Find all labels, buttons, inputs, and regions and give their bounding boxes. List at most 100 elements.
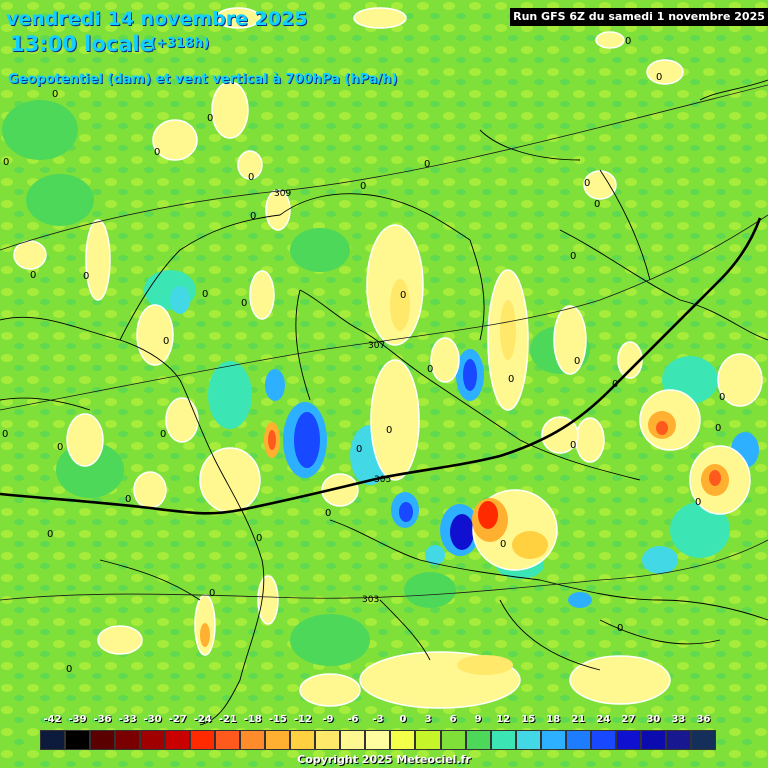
- legend-tick: 33: [671, 714, 686, 725]
- legend-swatch: [640, 730, 666, 750]
- legend-swatch: [65, 730, 91, 750]
- contour-labels: 309 307 305 303: [274, 189, 391, 605]
- color-legend: [40, 730, 716, 750]
- zero-label: 0: [202, 289, 208, 300]
- zero-label: 0: [594, 199, 600, 210]
- legend-tick: 0: [399, 714, 407, 725]
- zero-label: 0: [360, 181, 366, 192]
- legend-tick: -3: [372, 714, 384, 725]
- legend-tick: -21: [218, 714, 237, 725]
- zero-label: 0: [57, 442, 63, 453]
- legend-swatch: [515, 730, 541, 750]
- zero-label: 0: [160, 429, 166, 440]
- legend-swatch: [140, 730, 166, 750]
- zero-label: 0: [47, 529, 53, 540]
- zero-label: 0: [66, 664, 72, 675]
- legend-tick: -42: [43, 714, 62, 725]
- uplift-areas: [2, 100, 759, 666]
- legend-tick: -24: [193, 714, 212, 725]
- legend-tick: -9: [322, 714, 334, 725]
- legend-swatch: [290, 730, 316, 750]
- legend-tick: -30: [143, 714, 162, 725]
- geopotential-isolines: [0, 84, 768, 601]
- legend-swatch: [390, 730, 416, 750]
- zero-label: 0: [715, 423, 721, 434]
- legend-tick: 30: [646, 714, 661, 725]
- zero-labels: 0 0 0 0 0 0 0 0 0 0 0 0 0 0 0 0 0 0 0 0 …: [2, 36, 725, 675]
- contour-label-305: 305: [374, 475, 391, 485]
- zero-label: 0: [508, 374, 514, 385]
- zero-label: 0: [325, 508, 331, 519]
- legend-swatch: [265, 730, 291, 750]
- zero-label: 0: [574, 356, 580, 367]
- strong-subsidence: [200, 279, 729, 675]
- legend-tick: 6: [449, 714, 457, 725]
- legend-swatch: [315, 730, 341, 750]
- legend-tick: 3: [424, 714, 432, 725]
- legend-swatch: [465, 730, 491, 750]
- forecast-date: vendredi 14 novembre 2025: [6, 8, 308, 30]
- legend-tick: 27: [621, 714, 636, 725]
- zero-label: 0: [424, 159, 430, 170]
- zero-label: 0: [83, 271, 89, 282]
- legend-tick: -33: [118, 714, 137, 725]
- legend-tick: 9: [474, 714, 482, 725]
- zero-label: 0: [209, 588, 215, 599]
- legend-tick: 21: [571, 714, 586, 725]
- legend-swatch: [490, 730, 516, 750]
- legend-tick: -27: [168, 714, 187, 725]
- zero-label: 0: [719, 392, 725, 403]
- legend-swatch: [415, 730, 441, 750]
- zero-label: 0: [248, 172, 254, 183]
- zero-label: 0: [154, 147, 160, 158]
- zero-label: 0: [250, 211, 256, 222]
- legend-swatch: [340, 730, 366, 750]
- legend-tick: -39: [68, 714, 87, 725]
- contour-label-303: 303: [362, 595, 379, 605]
- legend-swatch: [440, 730, 466, 750]
- zero-label: 0: [584, 178, 590, 189]
- legend-swatch: [215, 730, 241, 750]
- legend-swatch: [90, 730, 116, 750]
- zero-label: 0: [30, 270, 36, 281]
- borders: [0, 79, 768, 726]
- zero-label: 0: [386, 425, 392, 436]
- legend-swatch: [665, 730, 691, 750]
- zero-label: 0: [3, 157, 9, 168]
- legend-swatch: [40, 730, 66, 750]
- zero-label: 0: [125, 494, 131, 505]
- legend-swatch: [690, 730, 716, 750]
- zero-label: 0: [356, 444, 362, 455]
- run-info: Run GFS 6Z du samedi 1 novembre 2025: [510, 8, 768, 26]
- zero-label: 0: [500, 539, 506, 550]
- legend-swatch: [590, 730, 616, 750]
- zero-label: 0: [427, 364, 433, 375]
- zero-label: 0: [656, 72, 662, 83]
- zero-label: 0: [617, 623, 623, 634]
- legend-swatch: [240, 730, 266, 750]
- forecast-offset: (+318h): [150, 36, 210, 51]
- legend-tick: -36: [93, 714, 112, 725]
- legend-swatch: [615, 730, 641, 750]
- zero-label: 0: [695, 497, 701, 508]
- legend-swatch: [565, 730, 591, 750]
- legend-tick: 15: [521, 714, 536, 725]
- legend-swatch: [365, 730, 391, 750]
- forecast-time: 13:00 locale: [10, 32, 154, 56]
- legend-tick: 24: [596, 714, 611, 725]
- legend-tick: -6: [347, 714, 359, 725]
- legend-swatch: [540, 730, 566, 750]
- zero-label: 0: [241, 298, 247, 309]
- legend-tick: -15: [268, 714, 287, 725]
- zero-label: 0: [256, 533, 262, 544]
- legend-tick-labels: -42 -39 -36 -33 -30 -27 -24 -21 -18 -15 -12 -9 -6 -3 0…: [40, 714, 716, 728]
- zero-label: 0: [570, 440, 576, 451]
- legend-swatch: [190, 730, 216, 750]
- legend-swatch: [115, 730, 141, 750]
- zero-label: 0: [163, 336, 169, 347]
- legend-tick: 36: [696, 714, 711, 725]
- contour-label-309: 309: [274, 189, 291, 199]
- copyright: Copyright 2025 Meteociel.fr: [297, 753, 471, 766]
- contour-label-307: 307: [368, 341, 385, 351]
